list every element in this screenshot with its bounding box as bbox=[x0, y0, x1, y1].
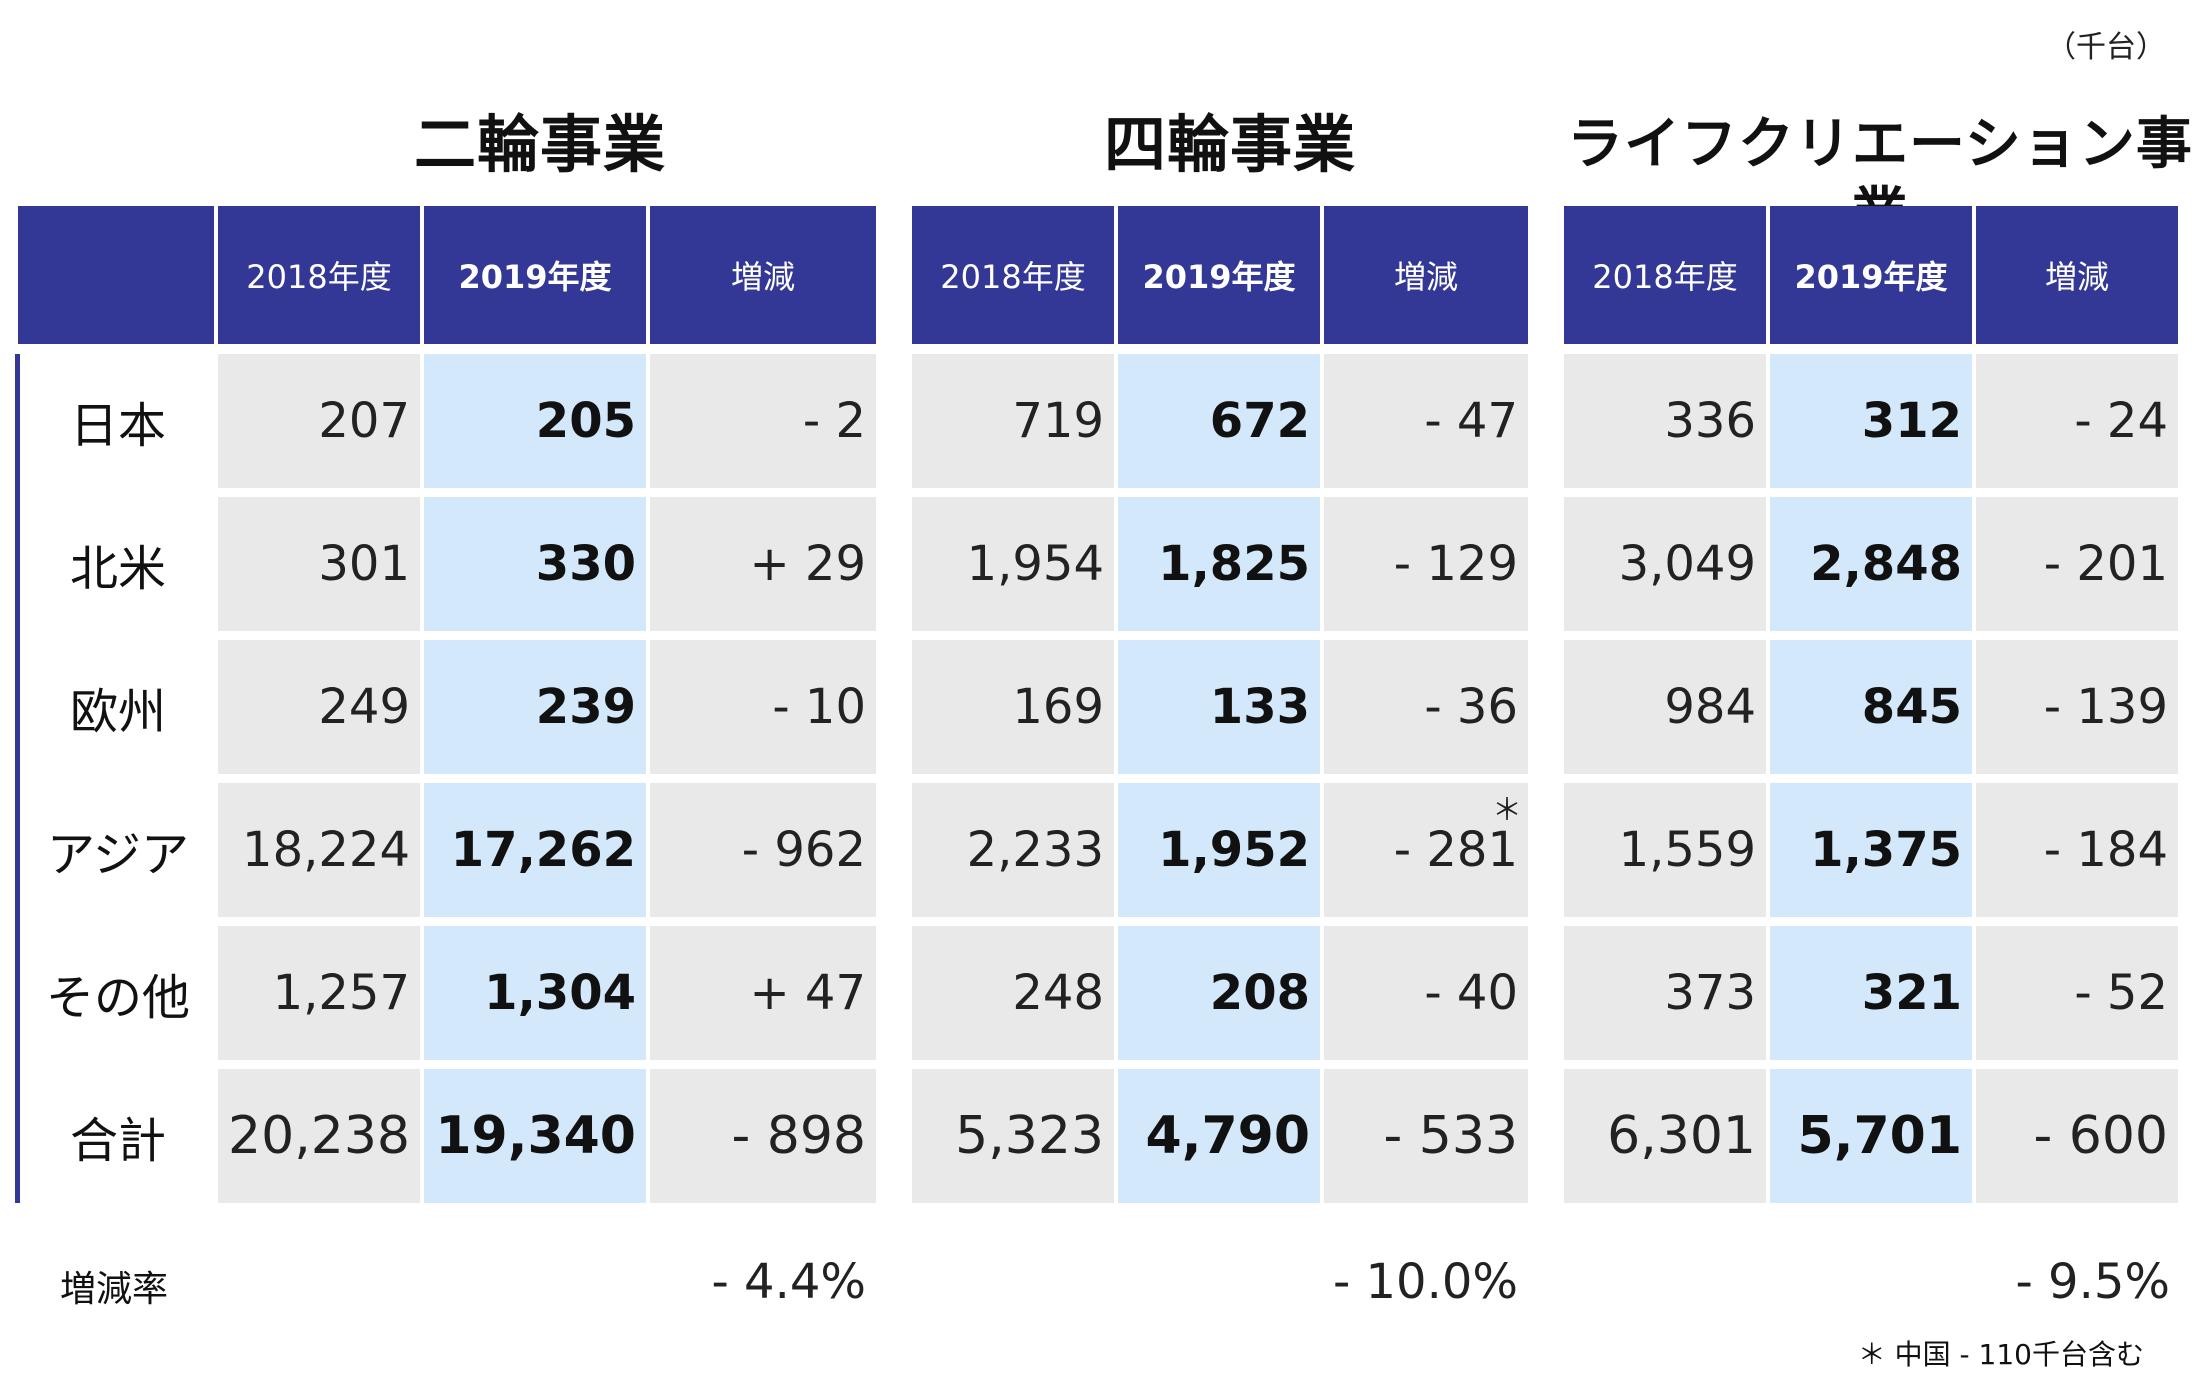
row-label-europe: 欧州 bbox=[69, 684, 166, 740]
cell-life-creation-asia-fy2018: 1,559 bbox=[1564, 783, 1766, 917]
section-title-life-creation: ライフクリエーション事業 bbox=[1567, 112, 2193, 247]
row-accent-bar bbox=[15, 926, 20, 1069]
cell-automobile-asia-fy2018: 2,233 bbox=[912, 783, 1114, 917]
cell-automobile-total-fy2018: 5,323 bbox=[912, 1069, 1114, 1203]
rate-motorcycle: - 4.4% bbox=[711, 1254, 866, 1310]
cell-automobile-other-change: - 40 bbox=[1324, 926, 1528, 1060]
rate-life-creation: - 9.5% bbox=[2015, 1254, 2170, 1310]
rate-automobile: - 10.0% bbox=[1332, 1254, 1518, 1310]
section-title-automobile: 四輪事業 bbox=[1103, 108, 1356, 181]
cell-motorcycle-north-america-fy2019: 330 bbox=[424, 497, 646, 631]
cell-motorcycle-other-fy2019: 1,304 bbox=[424, 926, 646, 1060]
cell-life-creation-total-change: - 600 bbox=[1976, 1069, 2178, 1203]
cell-motorcycle-other-change: + 47 bbox=[650, 926, 876, 1060]
cell-motorcycle-total-change: - 898 bbox=[650, 1069, 876, 1203]
cell-motorcycle-asia-fy2018: 18,224 bbox=[218, 783, 420, 917]
cell-automobile-europe-change: - 36 bbox=[1324, 640, 1528, 774]
cell-motorcycle-europe-fy2018: 249 bbox=[218, 640, 420, 774]
cell-automobile-asia-change: - 281 bbox=[1324, 783, 1528, 917]
header-fy2019-automobile: 2019年度 bbox=[1118, 206, 1320, 344]
cell-motorcycle-europe-change: - 10 bbox=[650, 640, 876, 774]
cell-life-creation-other-fy2019: 321 bbox=[1770, 926, 1972, 1060]
row-label-japan: 日本 bbox=[69, 398, 166, 454]
cell-automobile-total-fy2019: 4,790 bbox=[1118, 1069, 1320, 1203]
cell-automobile-other-fy2019: 208 bbox=[1118, 926, 1320, 1060]
cell-automobile-other-fy2018: 248 bbox=[912, 926, 1114, 1060]
cell-life-creation-japan-fy2018: 336 bbox=[1564, 354, 1766, 488]
cell-motorcycle-north-america-change: + 29 bbox=[650, 497, 876, 631]
cell-life-creation-north-america-change: - 201 bbox=[1976, 497, 2178, 631]
cell-automobile-japan-change: - 47 bbox=[1324, 354, 1528, 488]
header-change-motorcycle: 増減 bbox=[650, 206, 876, 344]
cell-life-creation-other-change: - 52 bbox=[1976, 926, 2178, 1060]
cell-life-creation-japan-change: - 24 bbox=[1976, 354, 2178, 488]
cell-motorcycle-total-fy2018: 20,238 bbox=[218, 1069, 420, 1203]
cell-life-creation-europe-fy2018: 984 bbox=[1564, 640, 1766, 774]
cell-motorcycle-north-america-fy2018: 301 bbox=[218, 497, 420, 631]
cell-life-creation-north-america-fy2018: 3,049 bbox=[1564, 497, 1766, 631]
header-change-life-creation: 増減 bbox=[1976, 206, 2178, 344]
cell-motorcycle-japan-change: - 2 bbox=[650, 354, 876, 488]
cell-automobile-north-america-change: - 129 bbox=[1324, 497, 1528, 631]
row-accent-bar bbox=[15, 640, 20, 783]
row-label-north-america: 北米 bbox=[69, 541, 166, 597]
cell-motorcycle-europe-fy2019: 239 bbox=[424, 640, 646, 774]
cell-life-creation-total-fy2018: 6,301 bbox=[1564, 1069, 1766, 1203]
row-label-other: その他 bbox=[45, 970, 190, 1026]
cell-motorcycle-asia-change: - 962 bbox=[650, 783, 876, 917]
cell-life-creation-asia-fy2019: 1,375 bbox=[1770, 783, 1972, 917]
cell-automobile-japan-fy2018: 719 bbox=[912, 354, 1114, 488]
header-fy2018-automobile: 2018年度 bbox=[912, 206, 1114, 344]
cell-automobile-north-america-fy2019: 1,825 bbox=[1118, 497, 1320, 631]
header-fy2018-motorcycle: 2018年度 bbox=[218, 206, 420, 344]
cell-automobile-north-america-fy2018: 1,954 bbox=[912, 497, 1114, 631]
cell-life-creation-asia-change: - 184 bbox=[1976, 783, 2178, 917]
cell-automobile-europe-fy2019: 133 bbox=[1118, 640, 1320, 774]
header-blank bbox=[18, 206, 214, 344]
cell-life-creation-europe-change: - 139 bbox=[1976, 640, 2178, 774]
cell-motorcycle-asia-fy2019: 17,262 bbox=[424, 783, 646, 917]
cell-life-creation-europe-fy2019: 845 bbox=[1770, 640, 1972, 774]
header-change-automobile: 増減 bbox=[1324, 206, 1528, 344]
row-accent-bar bbox=[15, 354, 20, 497]
cell-life-creation-japan-fy2019: 312 bbox=[1770, 354, 1972, 488]
cell-automobile-asia-fy2019: 1,952 bbox=[1118, 783, 1320, 917]
cell-life-creation-other-fy2018: 373 bbox=[1564, 926, 1766, 1060]
footnote: ＊ 中国 - 110千台含む bbox=[1857, 1338, 2144, 1371]
cell-motorcycle-japan-fy2018: 207 bbox=[218, 354, 420, 488]
header-fy2019-life-creation: 2019年度 bbox=[1770, 206, 1972, 344]
cell-motorcycle-total-fy2019: 19,340 bbox=[424, 1069, 646, 1203]
row-label-total: 合計 bbox=[69, 1113, 166, 1169]
row-accent-bar bbox=[15, 783, 20, 926]
rate-label: 増減率 bbox=[60, 1269, 169, 1310]
unit-label: （千台） bbox=[2046, 30, 2166, 65]
footnote-marker: ＊ bbox=[1492, 793, 1522, 828]
cell-life-creation-total-fy2019: 5,701 bbox=[1770, 1069, 1972, 1203]
row-accent-bar bbox=[15, 1069, 20, 1203]
cell-life-creation-north-america-fy2019: 2,848 bbox=[1770, 497, 1972, 631]
cell-automobile-europe-fy2018: 169 bbox=[912, 640, 1114, 774]
header-fy2018-life-creation: 2018年度 bbox=[1564, 206, 1766, 344]
cell-automobile-total-change: - 533 bbox=[1324, 1069, 1528, 1203]
cell-motorcycle-japan-fy2019: 205 bbox=[424, 354, 646, 488]
row-accent-bar bbox=[15, 497, 20, 640]
row-label-asia: アジア bbox=[46, 827, 190, 883]
header-fy2019-motorcycle: 2019年度 bbox=[424, 206, 646, 344]
cell-motorcycle-other-fy2018: 1,257 bbox=[218, 926, 420, 1060]
cell-automobile-japan-fy2019: 672 bbox=[1118, 354, 1320, 488]
section-title-motorcycle: 二輪事業 bbox=[413, 108, 666, 181]
